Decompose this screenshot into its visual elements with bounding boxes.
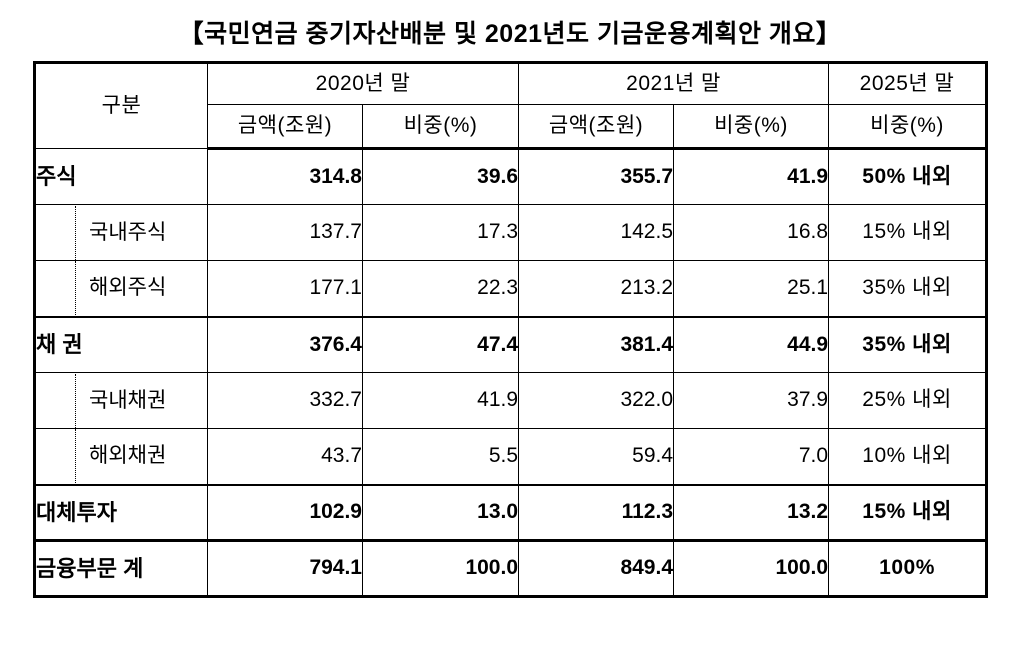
cell-share-2021: 44.9 xyxy=(673,316,830,373)
cell-share-2021: 37.9 xyxy=(673,372,830,429)
table-row: 대체투자 102.9 13.0 112.3 13.2 15% 내외 xyxy=(34,484,988,541)
cell-share-2021: 25.1 xyxy=(673,260,830,318)
cell-target-2025: 15% 내외 xyxy=(828,484,988,541)
cell-amount-2021: 381.4 xyxy=(518,316,675,373)
cell-target-2025: 25% 내외 xyxy=(828,372,988,429)
asset-allocation-table: 구분 2020년 말 2021년 말 2025년 말 금액(조원) 비중(%) … xyxy=(33,61,989,598)
column-header-share-2020: 비중(%) xyxy=(361,104,520,150)
cell-share-2021: 100.0 xyxy=(673,539,830,597)
cell-amount-2020: 137.7 xyxy=(207,204,363,261)
table-row: 주식 314.8 39.6 355.7 41.9 50% 내외 xyxy=(34,148,988,205)
cell-amount-2020: 177.1 xyxy=(207,260,363,318)
cell-amount-2020: 794.1 xyxy=(207,539,363,597)
page-title: 【국민연금 중기자산배분 및 2021년도 기금운용계획안 개요】 xyxy=(178,20,842,48)
cell-amount-2021: 849.4 xyxy=(518,539,675,597)
cell-amount-2021: 59.4 xyxy=(518,428,675,486)
header-row-subcolumns: 금액(조원) 비중(%) 금액(조원) 비중(%) 비중(%) xyxy=(35,104,988,150)
cell-amount-2020: 43.7 xyxy=(207,428,363,486)
cell-share-2020: 47.4 xyxy=(361,316,520,373)
table-row: 국내채권 332.7 41.9 322.0 37.9 25% 내외 xyxy=(34,372,988,429)
column-header-gubun: 구분 xyxy=(34,62,208,149)
column-group-header-2021: 2021년 말 xyxy=(518,62,830,105)
cell-amount-2021: 142.5 xyxy=(518,204,675,261)
cell-amount-2021: 322.0 xyxy=(518,372,675,429)
row-label-foreign-bond: 해외채권 xyxy=(34,428,208,486)
cell-share-2021: 16.8 xyxy=(673,204,830,261)
cell-target-2025: 50% 내외 xyxy=(828,148,988,205)
cell-target-2025: 100% xyxy=(828,539,988,597)
allocation-table-container: 구분 2020년 말 2021년 말 2025년 말 금액(조원) 비중(%) … xyxy=(33,61,989,598)
row-label-text: 국내채권 xyxy=(75,373,207,428)
cell-amount-2021: 112.3 xyxy=(518,484,675,541)
column-group-header-2020: 2020년 말 xyxy=(206,62,520,105)
header-row-groups: 구분 2020년 말 2021년 말 2025년 말 xyxy=(34,62,988,149)
cell-amount-2021: 355.7 xyxy=(518,148,675,205)
cell-share-2020: 22.3 xyxy=(361,260,520,318)
row-label-alternative: 대체투자 xyxy=(34,484,208,541)
cell-share-2021: 7.0 xyxy=(673,428,830,486)
row-label-domestic-bond: 국내채권 xyxy=(34,372,208,429)
cell-share-2020: 5.5 xyxy=(361,428,520,486)
cell-amount-2020: 332.7 xyxy=(207,372,363,429)
column-header-amount-2020: 금액(조원) xyxy=(207,104,363,150)
cell-target-2025: 15% 내외 xyxy=(828,204,988,261)
row-label-text: 국내주식 xyxy=(75,205,207,260)
table-row: 채 권 376.4 47.4 381.4 44.9 35% 내외 xyxy=(34,316,988,373)
column-header-share-2025: 비중(%) xyxy=(828,104,988,150)
table-row-total: 금융부문 계 794.1 100.0 849.4 100.0 100% xyxy=(34,539,988,597)
column-group-header-2025: 2025년 말 xyxy=(828,62,988,105)
table-header: 구분 2020년 말 2021년 말 2025년 말 금액(조원) 비중(%) … xyxy=(34,62,988,150)
cell-share-2020: 41.9 xyxy=(361,372,520,429)
cell-amount-2020: 102.9 xyxy=(207,484,363,541)
column-header-amount-2021: 금액(조원) xyxy=(518,104,675,150)
cell-share-2020: 13.0 xyxy=(361,484,520,541)
row-label-text: 해외주식 xyxy=(75,261,207,316)
table-row: 해외주식 177.1 22.3 213.2 25.1 35% 내외 xyxy=(34,260,988,318)
column-header-share-2021: 비중(%) xyxy=(673,104,830,150)
cell-amount-2020: 314.8 xyxy=(207,148,363,205)
cell-target-2025: 10% 내외 xyxy=(828,428,988,486)
cell-share-2021: 13.2 xyxy=(673,484,830,541)
table-row: 해외채권 43.7 5.5 59.4 7.0 10% 내외 xyxy=(34,428,988,486)
cell-share-2020: 39.6 xyxy=(361,148,520,205)
row-label-domestic-equity: 국내주식 xyxy=(34,204,208,261)
row-label-text: 해외채권 xyxy=(75,429,207,484)
cell-share-2020: 17.3 xyxy=(361,204,520,261)
table-body: 주식 314.8 39.6 355.7 41.9 50% 내외 국내주식 137… xyxy=(34,148,988,597)
row-label-foreign-equity: 해외주식 xyxy=(34,260,208,318)
cell-share-2021: 41.9 xyxy=(673,148,830,205)
cell-amount-2020: 376.4 xyxy=(207,316,363,373)
row-label-equity: 주식 xyxy=(34,148,208,205)
cell-share-2020: 100.0 xyxy=(361,539,520,597)
cell-target-2025: 35% 내외 xyxy=(828,316,988,373)
table-row: 국내주식 137.7 17.3 142.5 16.8 15% 내외 xyxy=(34,204,988,261)
cell-amount-2021: 213.2 xyxy=(518,260,675,318)
row-label-bond: 채 권 xyxy=(34,316,208,373)
row-label-total: 금융부문 계 xyxy=(34,539,208,597)
cell-target-2025: 35% 내외 xyxy=(828,260,988,318)
